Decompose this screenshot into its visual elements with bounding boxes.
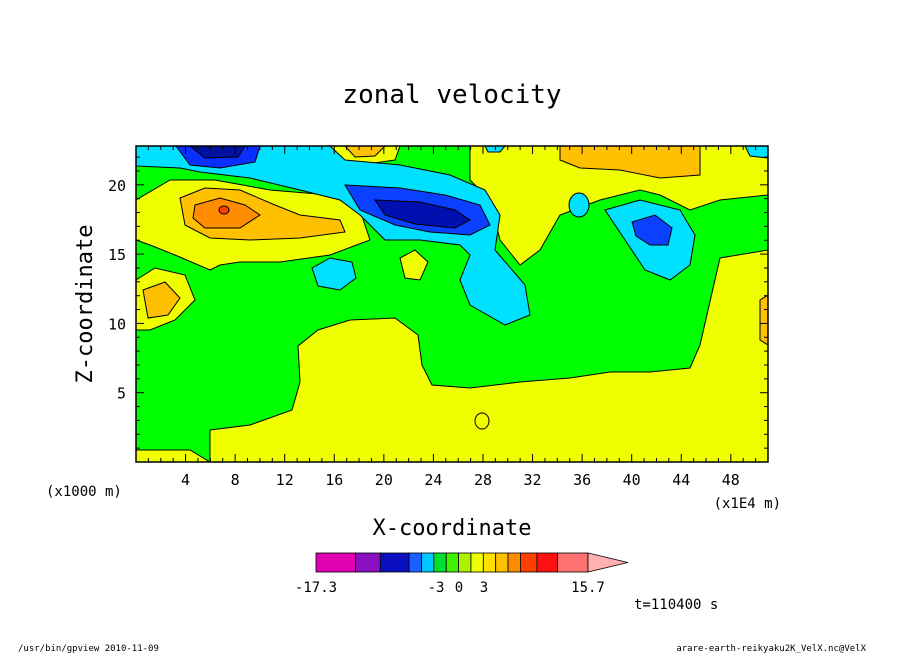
plot-frame [135, 145, 769, 463]
y-axis-label: Z-coordinate [73, 225, 98, 384]
colorbar-segment [507, 552, 521, 573]
colorbar-segment [355, 552, 381, 573]
x-tick-label: 24 [424, 471, 442, 489]
x-tick-label: 36 [573, 471, 591, 489]
colorbar-segment [433, 552, 447, 573]
colorbar [315, 552, 629, 573]
time-label: t=110400 s [634, 597, 718, 613]
colorbar-segment [379, 552, 410, 573]
colorbar-extend-arrow [587, 552, 629, 573]
contour-field [136, 146, 768, 462]
colorbar-segment [482, 552, 497, 573]
x-tick-label: 8 [231, 471, 240, 489]
colorbar-segment [470, 552, 484, 573]
colorbar-mid-label-zero: 0 [455, 580, 463, 596]
x-tick-label: 40 [623, 471, 641, 489]
colorbar-segment [557, 552, 589, 573]
x-tick-label: 4 [181, 471, 190, 489]
y-axis-ticks: 5 10 15 20 [108, 156, 768, 449]
footer-right: arare-earth-reikyaku2K_VelX.nc@VelX [676, 644, 866, 654]
x-tick-label: 32 [524, 471, 542, 489]
y-tick-label: 15 [108, 246, 126, 264]
x-tick-label: 44 [672, 471, 690, 489]
colorbar-segment [520, 552, 538, 573]
colorbar-max-label: 15.7 [571, 580, 605, 596]
x-tick-label: 12 [276, 471, 294, 489]
x-tick-label: 48 [722, 471, 740, 489]
footer-left: /usr/bin/gpview 2010-11-09 [18, 644, 159, 654]
x-axis-label: X-coordinate [373, 516, 532, 541]
chart-title: zonal velocity [342, 80, 561, 110]
colorbar-segment [495, 552, 509, 573]
colorbar-mid-label-pos: 3 [480, 580, 488, 596]
x-unit-right: (x1E4 m) [714, 496, 781, 512]
colorbar-min-label: -17.3 [295, 580, 337, 596]
y-tick-label: 20 [108, 177, 126, 195]
x-tick-label: 16 [325, 471, 343, 489]
y-tick-label: 5 [117, 385, 126, 403]
colorbar-mid-label-neg: -3 [428, 580, 445, 596]
x-tick-label: 28 [474, 471, 492, 489]
y-tick-label: 10 [108, 315, 126, 333]
x-unit-left: (x1000 m) [46, 484, 122, 500]
colorbar-segment [408, 552, 422, 573]
colorbar-segment [421, 552, 435, 573]
x-tick-label: 20 [375, 471, 393, 489]
colorbar-segment [315, 552, 356, 573]
x-axis-ticks: 4 8 12 16 20 24 28 32 36 40 44 48 [147, 146, 757, 489]
colorbar-segment [458, 552, 472, 573]
colorbar-segment [536, 552, 558, 573]
colorbar-segment [445, 552, 459, 573]
